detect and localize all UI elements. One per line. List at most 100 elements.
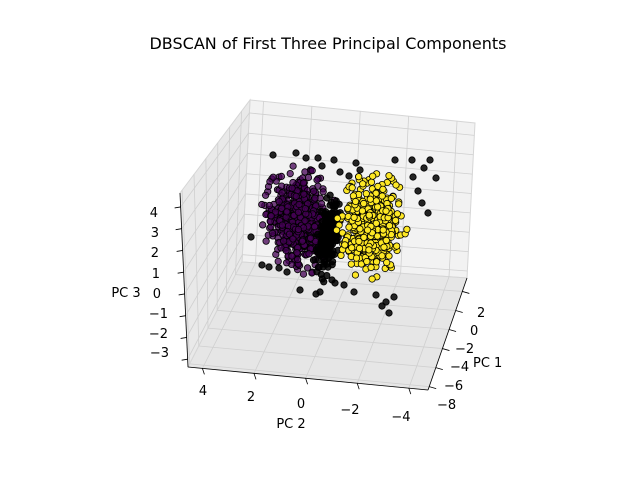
cluster-1-point — [382, 207, 390, 215]
noise-point — [350, 288, 358, 296]
pc3-tick — [177, 271, 184, 274]
cluster-0-point — [268, 229, 277, 237]
noise-point — [283, 268, 291, 276]
noise-point — [414, 187, 422, 195]
noise-point — [426, 156, 434, 164]
noise-point — [336, 168, 344, 176]
cluster-0-point — [262, 237, 270, 245]
cluster-1-point — [363, 257, 371, 266]
cluster-0-point — [304, 173, 313, 182]
noise-point — [314, 230, 322, 238]
noise-point — [309, 256, 318, 264]
cluster-0-point — [301, 168, 309, 176]
noise-point — [292, 149, 300, 157]
pc1-gridline — [189, 363, 430, 388]
cluster-1-point — [332, 226, 341, 234]
noise-point — [317, 207, 325, 215]
cluster-0-point — [289, 162, 297, 170]
noise-point — [317, 270, 325, 278]
noise-point — [296, 286, 304, 294]
pc1-axis-line — [427, 277, 468, 391]
cluster-1-point — [363, 226, 372, 234]
cluster-0-point — [261, 191, 270, 199]
pc1-tick — [435, 367, 443, 370]
noise-point — [432, 174, 440, 182]
pc1-tick — [455, 310, 463, 313]
pc3-tick-label: −2 — [149, 327, 168, 342]
cluster-0-point — [301, 217, 309, 225]
noise-point — [345, 172, 353, 180]
noise-point — [318, 162, 326, 170]
cluster-0-point — [277, 172, 285, 180]
cluster-1-point — [355, 244, 364, 252]
noise-point — [333, 237, 341, 245]
cluster-1-point — [367, 263, 375, 271]
pc3-tick-label: 4 — [150, 206, 158, 221]
pc2-tick — [356, 383, 360, 390]
pc1-tick-label: −2 — [455, 342, 474, 357]
cluster-1-point — [393, 210, 401, 218]
chart-title: DBSCAN of First Three Principal Componen… — [149, 34, 506, 53]
noise-point — [265, 263, 273, 271]
noise-point — [378, 302, 386, 310]
cluster-1-point — [362, 190, 370, 198]
cluster-0-point — [280, 237, 288, 245]
cluster-1-point — [356, 225, 364, 233]
noise-point — [340, 281, 348, 289]
noise-point — [269, 151, 277, 159]
pc3-tick — [176, 250, 183, 252]
pc2-tick-labels: 4 2 0 −2 −4 — [199, 384, 411, 425]
pc3-tick — [175, 228, 182, 231]
noise-point — [391, 156, 399, 164]
cluster-1-point — [392, 181, 400, 189]
noise-point — [316, 288, 324, 296]
cluster-1-point — [337, 251, 345, 259]
cluster-1-point — [345, 223, 353, 231]
cluster-0-point — [317, 200, 326, 208]
cluster-1-point — [379, 226, 387, 234]
pc3-gridline — [181, 132, 249, 229]
pc2-gridline — [356, 273, 401, 384]
pc3-gridline — [186, 234, 244, 338]
noise-point — [326, 191, 334, 199]
noise-point — [424, 209, 432, 217]
noise-point — [329, 202, 337, 210]
cluster-0-point — [293, 249, 301, 257]
cluster-0-point — [298, 237, 306, 245]
cluster-0-point — [299, 179, 307, 187]
pc3-gridline — [182, 153, 248, 251]
cluster-1-point — [372, 197, 380, 205]
noise-point — [330, 156, 338, 164]
cluster-1-point — [382, 236, 390, 244]
noise-point — [408, 156, 416, 164]
pc2-axis-line — [187, 366, 429, 391]
cluster-1-point — [355, 173, 363, 181]
cluster-1-point — [333, 214, 341, 222]
pc3-tick — [181, 358, 188, 361]
cluster-1-point — [341, 241, 349, 249]
cluster-1-point — [395, 200, 403, 208]
pc1-gridline — [235, 274, 463, 292]
pc3-gridline — [183, 173, 247, 273]
pc3-gridline — [180, 112, 250, 208]
pc1-gridline — [217, 309, 450, 330]
cluster-1-point — [351, 271, 359, 279]
cluster-1-point — [348, 184, 356, 192]
pc2-tick — [202, 368, 205, 375]
pc1-tick-label: 0 — [470, 324, 478, 339]
noise-point — [328, 257, 337, 266]
cluster-1-point — [369, 172, 377, 180]
pc1-tick — [429, 386, 437, 390]
pc3-gridline — [249, 112, 475, 136]
cluster-0-point — [286, 170, 294, 178]
pc1-gridline — [226, 292, 456, 311]
cluster-0-point — [306, 234, 315, 242]
cluster-1-point — [385, 222, 394, 230]
pc3-tick-label: −1 — [149, 307, 168, 322]
cluster-1-point — [380, 243, 388, 251]
pc3-tick-label: 0 — [153, 287, 161, 302]
noise-point — [418, 199, 426, 207]
cluster-1-point — [350, 213, 358, 221]
cluster-0-point — [292, 192, 300, 200]
noise-point — [258, 261, 266, 269]
